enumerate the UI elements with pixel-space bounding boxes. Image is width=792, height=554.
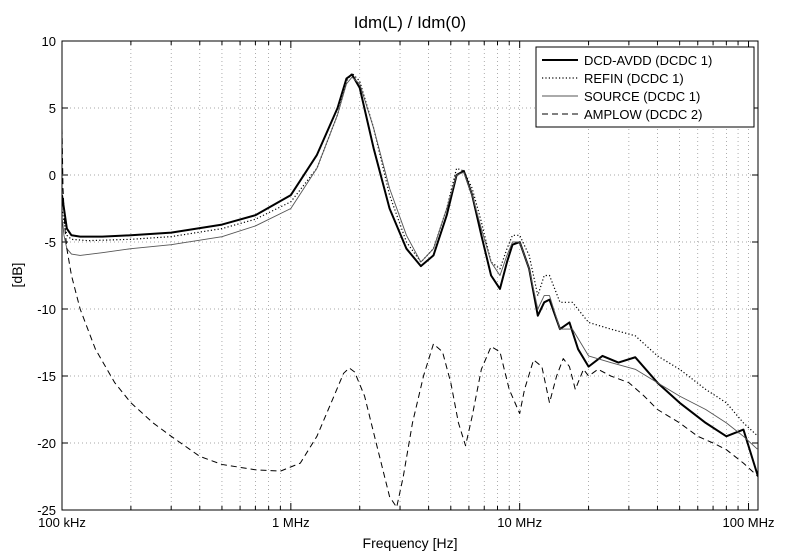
series-layer — [62, 72, 758, 508]
y-tick-label: -20 — [37, 436, 56, 451]
y-tick-label: 10 — [42, 34, 56, 49]
chart-title: Idm(L) / Idm(0) — [354, 13, 466, 32]
y-axis-label: [dB] — [9, 263, 25, 288]
x-tick-label: 1 MHz — [272, 515, 310, 530]
x-tick-label: 100 MHz — [723, 515, 775, 530]
y-tick-label: -15 — [37, 369, 56, 384]
legend-label-1: DCD-AVDD (DCDC 1) — [584, 53, 712, 68]
legend-label-3: SOURCE (DCDC 1) — [584, 89, 700, 104]
y-tick-label: 0 — [49, 168, 56, 183]
legend-label-4: AMPLOW (DCDC 2) — [584, 107, 702, 122]
plot-frame — [61, 40, 759, 511]
series-line-4 — [62, 128, 758, 508]
legend-label-2: REFIN (DCDC 1) — [584, 71, 684, 86]
y-tick-label: -10 — [37, 302, 56, 317]
series-line-3 — [62, 76, 758, 451]
legend: DCD-AVDD (DCDC 1) REFIN (DCDC 1) SOURCE (D… — [535, 46, 755, 128]
x-tick-label: 100 kHz — [38, 515, 86, 530]
y-tick-label: -5 — [44, 235, 56, 250]
y-tick-label: 5 — [49, 101, 56, 116]
x-tick-label: 10 MHz — [497, 515, 542, 530]
y-tick-label: -25 — [37, 503, 56, 518]
x-axis-label: Frequency [Hz] — [363, 535, 458, 551]
